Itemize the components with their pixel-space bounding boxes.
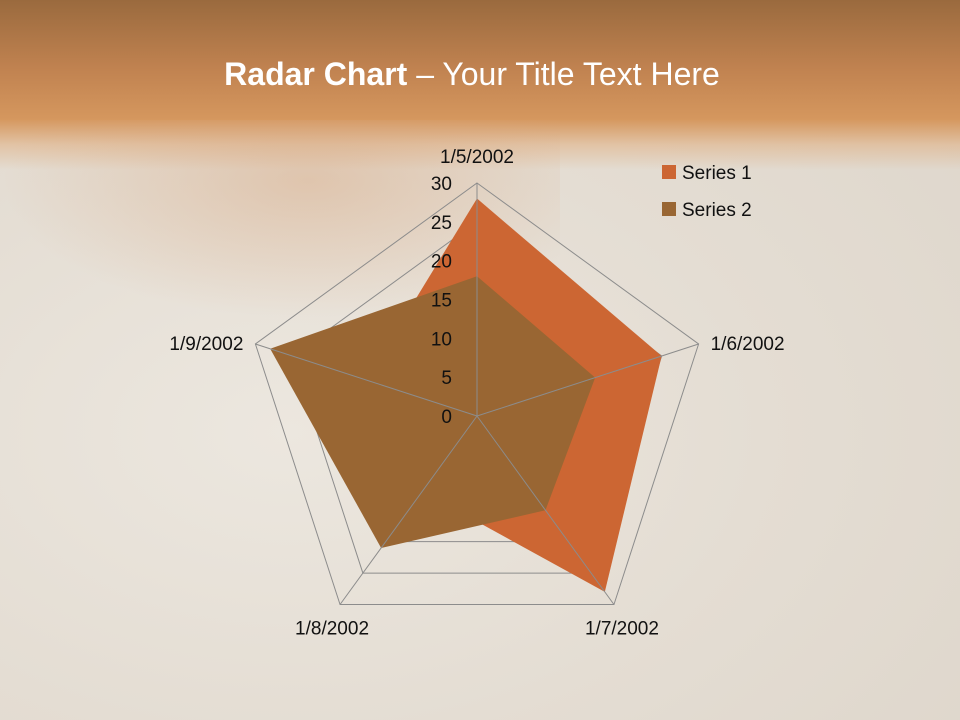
axis-line-1/9/2002 xyxy=(255,343,478,417)
radial-tick-label: 10 xyxy=(431,329,452,350)
radial-tick-label: 30 xyxy=(431,174,452,195)
radial-tick-label: 15 xyxy=(431,291,452,312)
radial-tick-label: 0 xyxy=(441,407,452,428)
radial-tick-label: 25 xyxy=(431,213,452,234)
legend-swatch xyxy=(662,202,676,216)
legend-label: Series 2 xyxy=(682,200,752,221)
radial-ticks: 0 5 10 15 20 25 30 xyxy=(431,174,452,428)
category-labels: 1/5/2002 1/6/2002 1/7/2002 1/8/2002 1/9/2002 xyxy=(169,147,784,640)
axes xyxy=(255,183,699,605)
axis-line-1/8/2002 xyxy=(339,415,478,605)
gridline-30 xyxy=(254,182,700,606)
series-2-area xyxy=(270,276,596,548)
header-band xyxy=(0,0,960,170)
category-label: 1/8/2002 xyxy=(295,619,369,640)
legend: Series 1 Series 2 xyxy=(662,163,752,221)
category-label: 1/9/2002 xyxy=(169,334,243,355)
axis-line-1/7/2002 xyxy=(476,415,615,605)
radial-tick-label: 20 xyxy=(431,252,452,273)
category-label: 1/6/2002 xyxy=(711,334,785,355)
radial-tick-label: 5 xyxy=(441,368,452,389)
slide-title: Radar Chart – Your Title Text Here xyxy=(0,56,944,93)
axis-line-1/6/2002 xyxy=(476,343,699,417)
title-bold: Radar Chart xyxy=(224,56,408,92)
category-label: 1/7/2002 xyxy=(585,619,659,640)
series-polygons xyxy=(270,198,662,592)
category-label: 1/5/2002 xyxy=(440,147,514,168)
title-rest: – Your Title Text Here xyxy=(407,56,720,92)
legend-label: Series 1 xyxy=(682,163,752,184)
legend-swatch xyxy=(662,165,676,179)
